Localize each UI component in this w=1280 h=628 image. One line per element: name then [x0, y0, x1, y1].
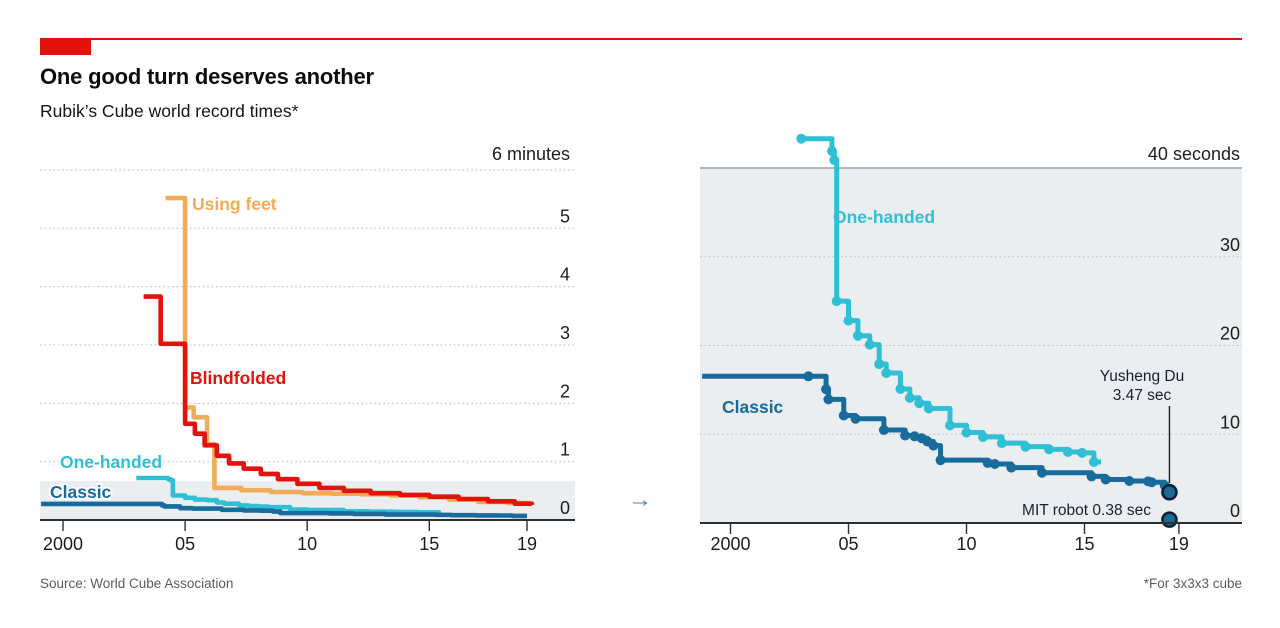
page-title: One good turn deserves another: [40, 64, 374, 89]
series-dot: [831, 296, 842, 307]
series-dot: [961, 427, 972, 438]
y-axis-unit-label: 6 minutes: [492, 144, 570, 164]
y-axis-unit-label: 40 seconds: [1148, 144, 1240, 164]
series-label-one-handed: One-handed: [833, 207, 935, 227]
series-dot: [1086, 471, 1097, 482]
zoom-arrow-icon: →: [628, 486, 652, 513]
series-label-classic: Classic: [722, 397, 784, 417]
y-tick-label: 0: [560, 498, 570, 518]
source-note: Source: World Cube Association: [40, 576, 234, 591]
series-dot: [914, 398, 925, 409]
series-dot: [996, 438, 1007, 449]
x-tick-label: 10: [297, 534, 317, 554]
series-dot: [1006, 462, 1017, 473]
y-tick-label: 1: [560, 440, 570, 460]
series-dot: [1100, 474, 1111, 485]
series-dot: [904, 392, 915, 403]
series-label-using-feet: Using feet: [192, 194, 277, 214]
series-label-one-handed: One-handed: [60, 452, 162, 472]
series-dot: [864, 339, 875, 350]
x-tick-label: 05: [838, 534, 858, 554]
series-dot: [1088, 456, 1099, 467]
chart-seconds: 0 10 20 30 40 seconds One-handed Classic Yushen…: [700, 133, 1242, 554]
series-dot: [826, 146, 837, 157]
series-line-blindfolded: [143, 294, 535, 506]
brand-red-block: [40, 38, 91, 55]
annotation-text-yusheng: Yusheng Du: [1100, 368, 1184, 385]
series-label-classic: Classic: [50, 482, 112, 502]
series-dot: [1146, 477, 1157, 488]
series-dot: [1037, 467, 1048, 478]
x-tick-label: 05: [175, 534, 195, 554]
y-tick-label: 0: [1230, 501, 1240, 521]
x-tick-label: 15: [1074, 534, 1094, 554]
series-dot: [928, 440, 939, 451]
series-dot: [821, 384, 832, 395]
y-tick-label: 20: [1220, 324, 1240, 344]
series-dot: [823, 394, 834, 405]
series-dot: [1124, 476, 1135, 487]
series-dot: [900, 430, 911, 441]
y-tick-label: 5: [560, 206, 570, 226]
annotation-text-mit-robot: MIT robot 0.38 sec: [1022, 502, 1151, 519]
series-dot: [978, 431, 989, 442]
series-dot: [881, 368, 892, 379]
y-tick-label: 2: [560, 381, 570, 401]
top-rule: [40, 38, 1242, 40]
y-tick-label: 4: [560, 265, 570, 285]
highlight-band: [700, 168, 1242, 523]
series-dot: [874, 359, 885, 370]
x-tick-label: 19: [1169, 534, 1189, 554]
y-tick-label: 3: [560, 323, 570, 343]
series-dot: [944, 420, 955, 431]
series-dot: [878, 424, 889, 435]
page-subtitle: Rubik’s Cube world record times*: [40, 101, 299, 121]
x-tick-label: 15: [419, 534, 439, 554]
series-dot: [989, 458, 1000, 469]
series-dot: [1062, 447, 1073, 457]
series-dot: [1044, 444, 1055, 455]
y-tick-label: 10: [1220, 412, 1240, 432]
y-tick-label: 30: [1220, 235, 1240, 255]
series-dot: [838, 410, 849, 421]
series-dot: [923, 403, 934, 414]
series-line-classic: [41, 501, 527, 519]
series-dot: [895, 383, 906, 394]
series-dot: [1077, 447, 1088, 458]
x-tick-label: 10: [956, 534, 976, 554]
series-dot: [843, 315, 854, 326]
chart-minutes: 0 1 2 3 4 5 6 minutes Using feet Blindfolded One-…: [40, 144, 575, 554]
series-dot: [852, 330, 863, 341]
series-dot: [829, 155, 840, 166]
series-dot: [850, 413, 861, 424]
x-tick-label: 2000: [710, 534, 750, 554]
footnote: *For 3x3x3 cube: [1143, 576, 1242, 591]
series-dot: [803, 371, 814, 382]
annotation-dot-yusheng: [1161, 483, 1178, 501]
x-tick-label: 19: [517, 534, 537, 554]
series-line-one-handed: [136, 475, 442, 515]
series-label-blindfolded: Blindfolded: [190, 368, 286, 388]
series-dot: [1020, 441, 1031, 452]
annotation-dot-mit-robot: [1161, 511, 1178, 528]
x-tick-label: 2000: [43, 534, 83, 554]
series-dot: [796, 133, 807, 144]
series-dot: [935, 455, 946, 466]
annotation-text-yusheng: 3.47 sec: [1113, 387, 1172, 404]
